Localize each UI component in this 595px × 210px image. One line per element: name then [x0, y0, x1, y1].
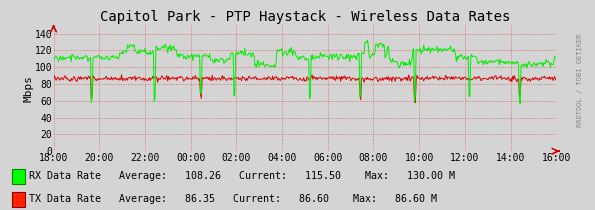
Y-axis label: Mbps: Mbps: [23, 75, 33, 102]
Text: TX Data Rate   Average:   86.35   Current:   86.60    Max:   86.60 M: TX Data Rate Average: 86.35 Current: 86.…: [29, 194, 437, 205]
Title: Capitol Park - PTP Haystack - Wireless Data Rates: Capitol Park - PTP Haystack - Wireless D…: [100, 10, 510, 24]
Text: RX Data Rate   Average:   108.26   Current:   115.50    Max:   130.00 M: RX Data Rate Average: 108.26 Current: 11…: [29, 171, 455, 181]
Text: RRDTOOL / TOBI OETIKER: RRDTOOL / TOBI OETIKER: [577, 33, 583, 127]
